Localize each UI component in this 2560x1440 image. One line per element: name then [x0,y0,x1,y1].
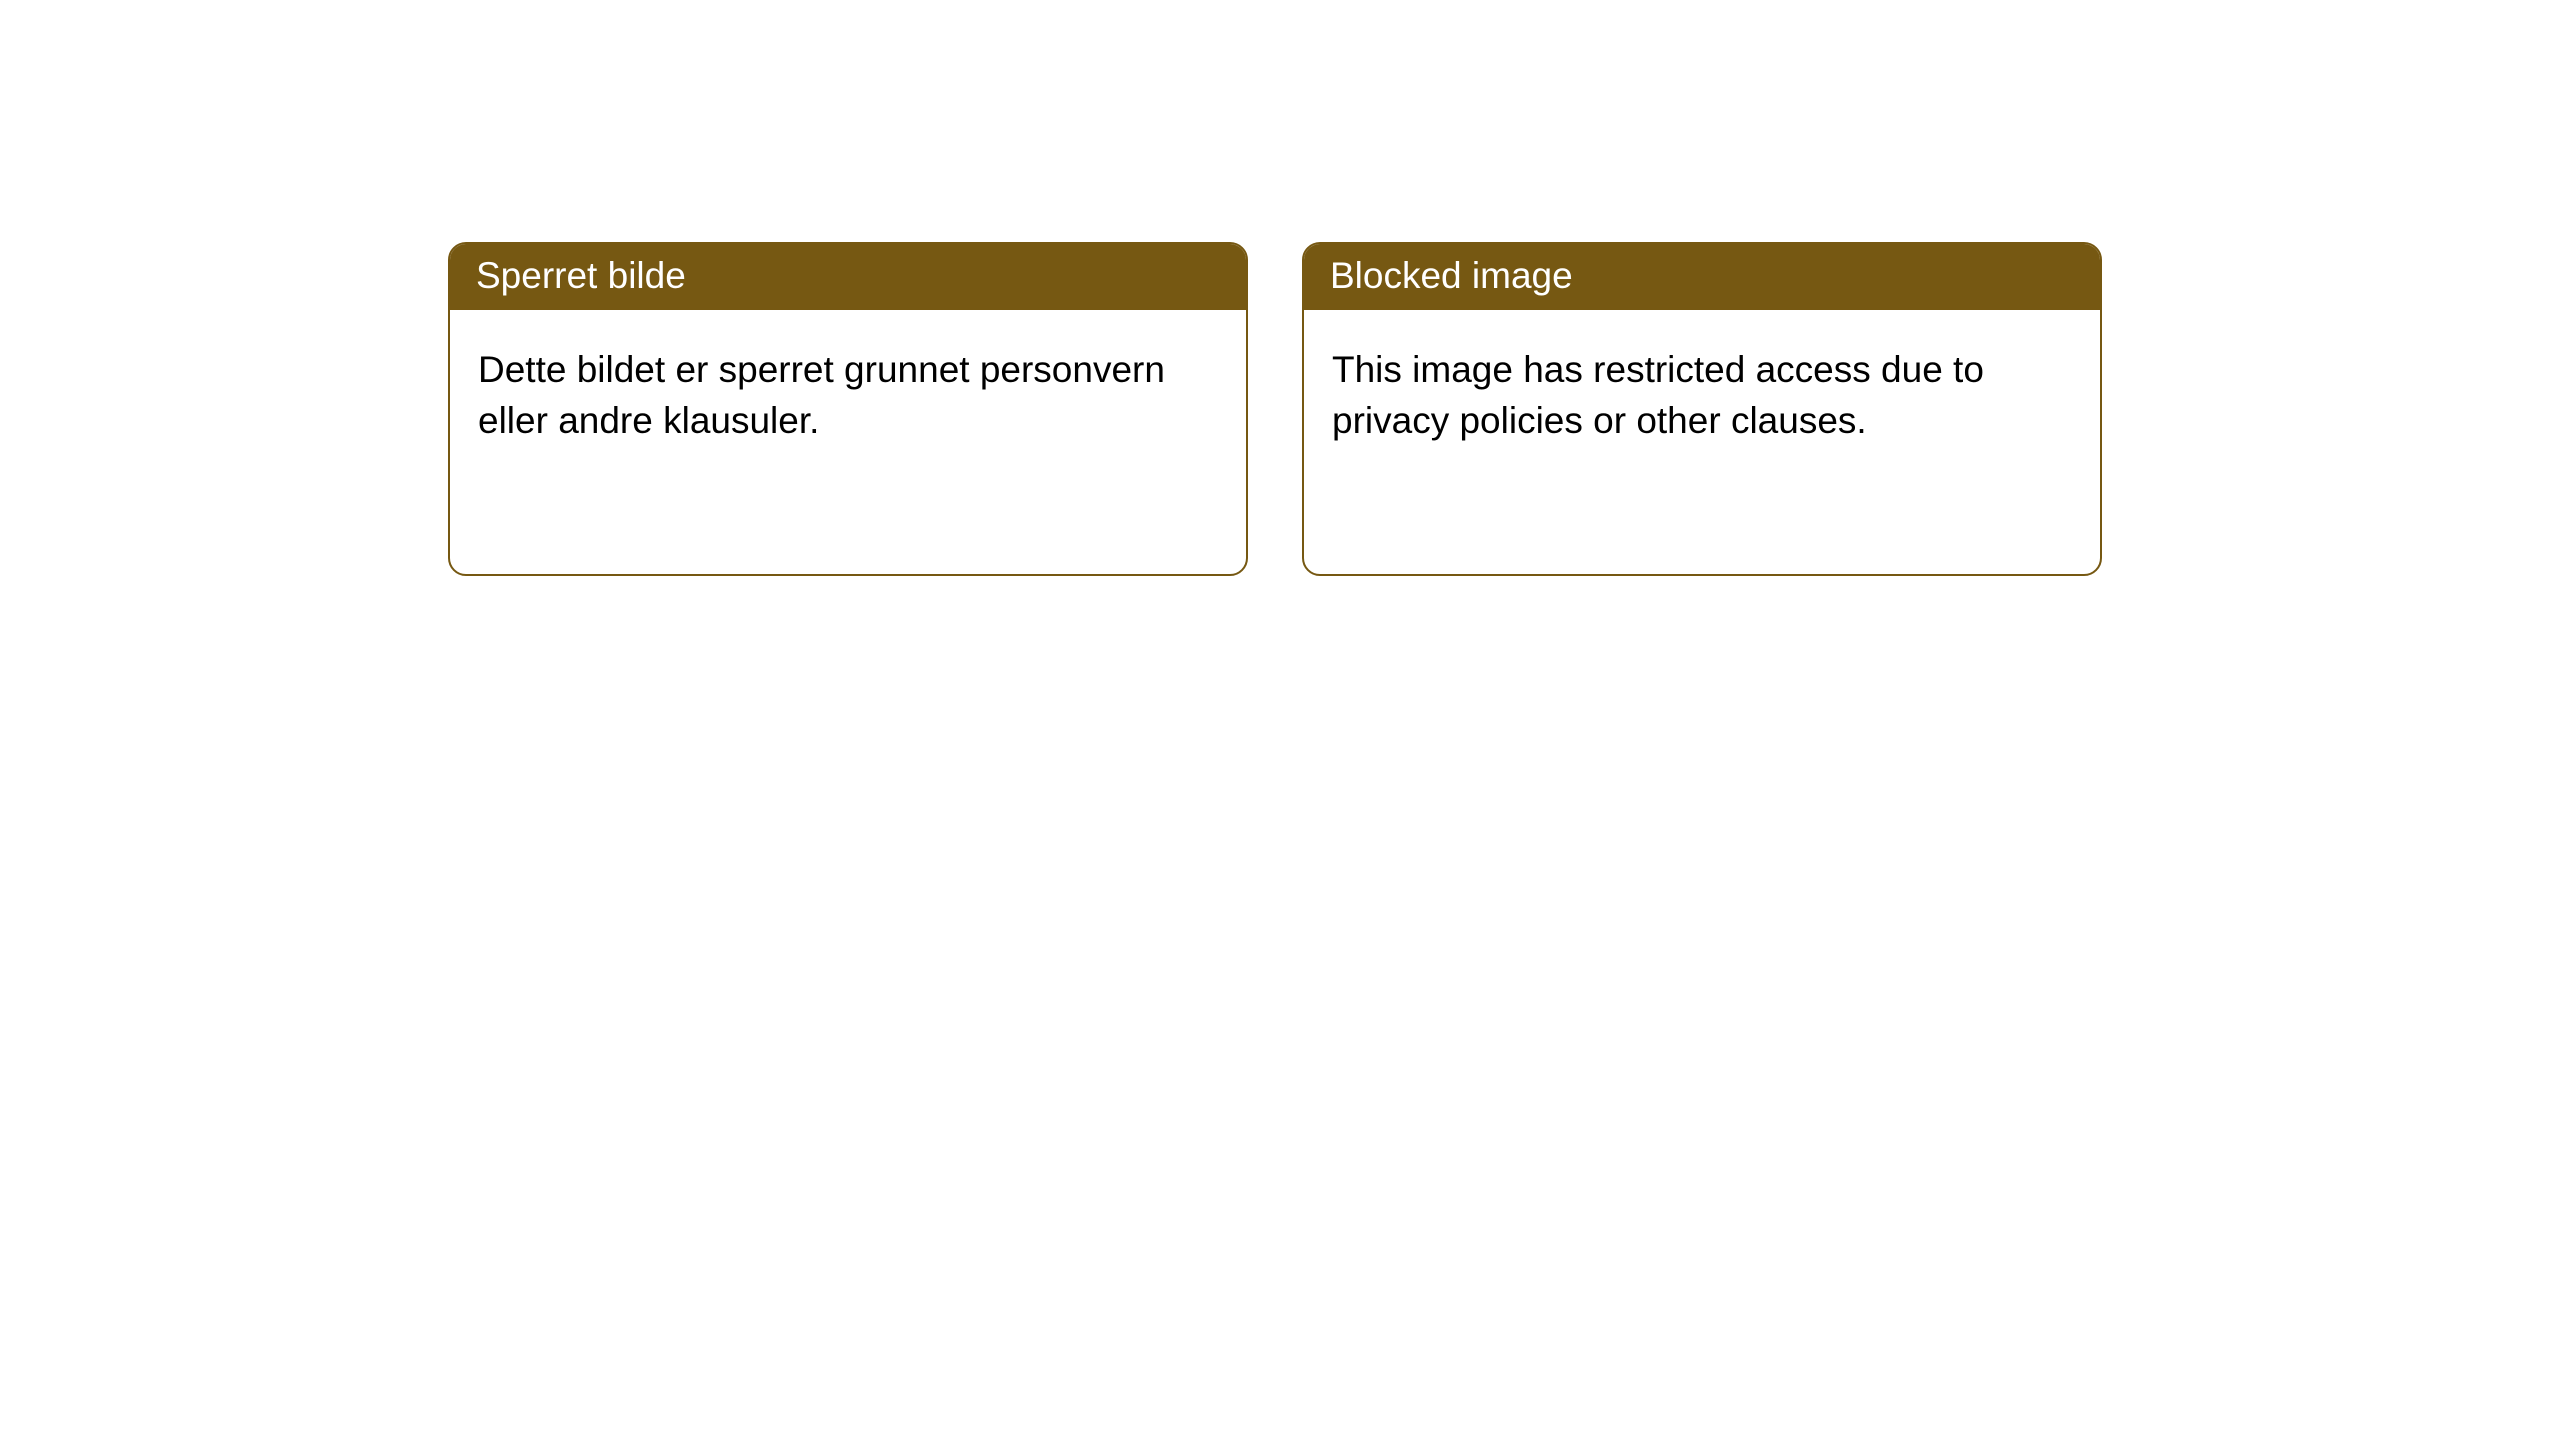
notice-header: Blocked image [1304,244,2100,310]
notice-header: Sperret bilde [450,244,1246,310]
notice-cards-container: Sperret bilde Dette bildet er sperret gr… [0,0,2560,576]
notice-body: This image has restricted access due to … [1304,310,2100,480]
notice-card-english: Blocked image This image has restricted … [1302,242,2102,576]
notice-card-norwegian: Sperret bilde Dette bildet er sperret gr… [448,242,1248,576]
notice-body: Dette bildet er sperret grunnet personve… [450,310,1246,480]
